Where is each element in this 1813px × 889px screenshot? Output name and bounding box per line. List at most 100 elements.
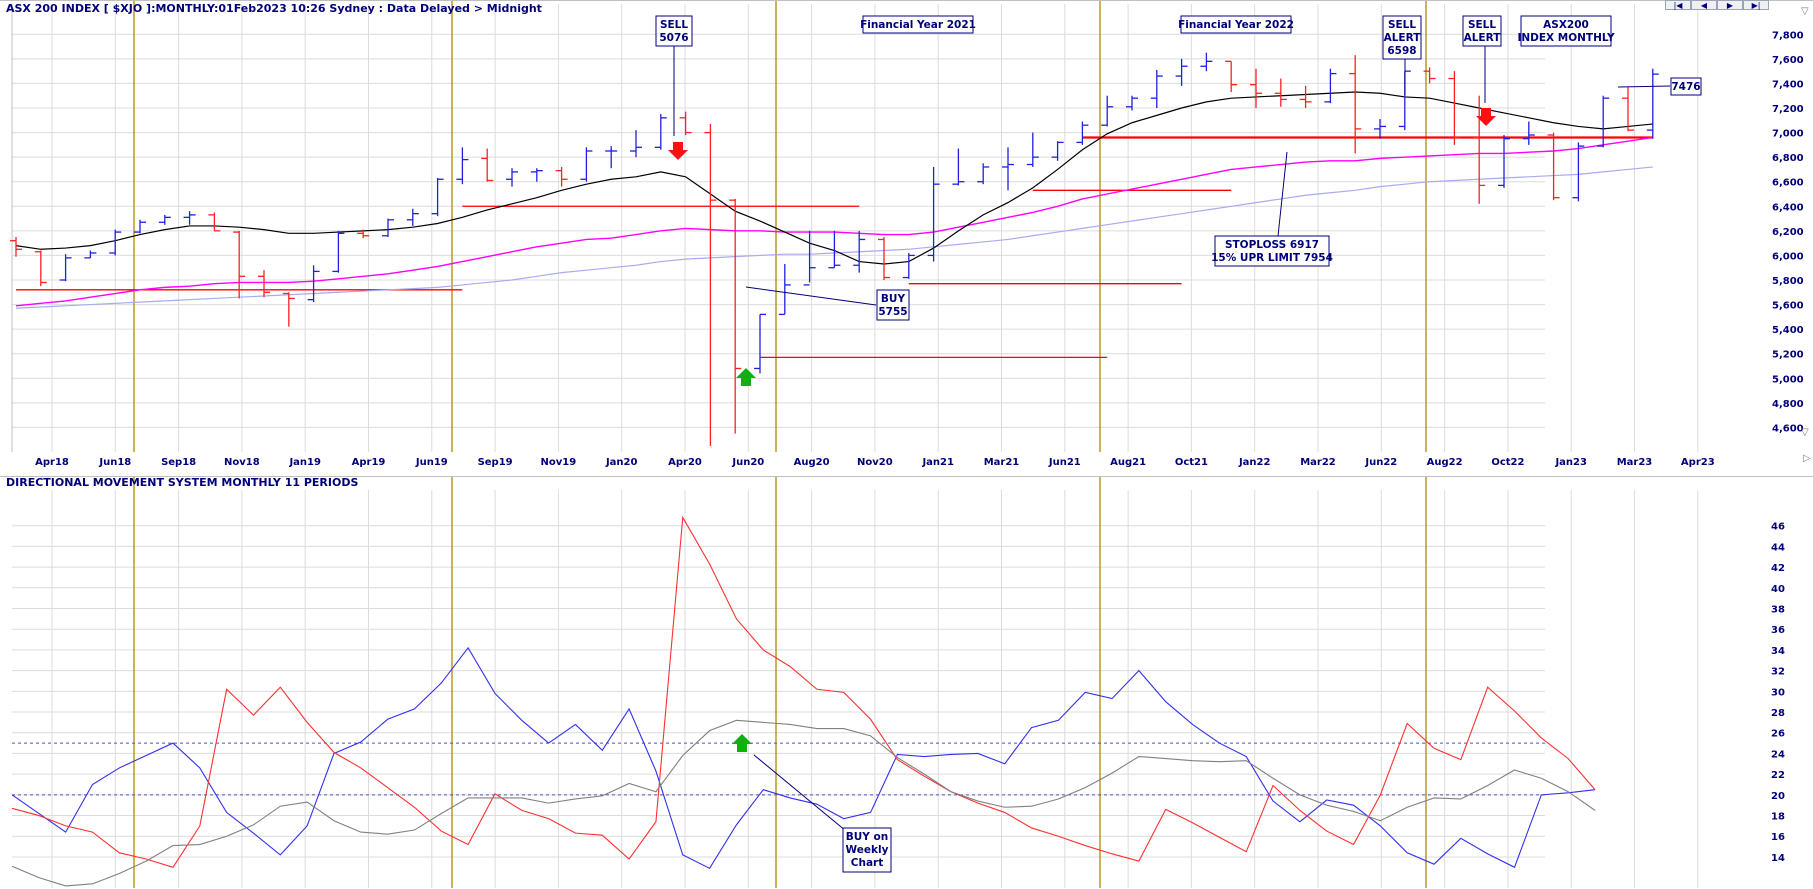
annotation-leader-line (1277, 151, 1288, 237)
dms-y-tick-label: 14 (1771, 853, 1785, 864)
price-x-tick-label: Apr19 (352, 457, 386, 468)
ohlc-bar (431, 178, 444, 217)
price-x-tick-label: Nov19 (541, 457, 577, 468)
price-y-tick-label: 4,600 (1772, 423, 1804, 434)
ohlc-bar (1547, 132, 1560, 201)
signal-arrows (668, 108, 1496, 386)
financial-year-2022-label-box (1180, 15, 1292, 34)
price-x-tick-label: Mar23 (1617, 457, 1653, 468)
ohlc-bar (332, 230, 345, 273)
nav-next-button[interactable]: ▶ (1717, 0, 1743, 10)
nav-prev-button[interactable]: ◀ (1691, 0, 1717, 10)
sell-alert-6598-label: 6598 (1387, 45, 1416, 57)
ohlc-bar (654, 114, 667, 150)
ohlc-bar (183, 211, 196, 225)
dms-period-lines (133, 477, 1427, 888)
price-x-tick-label: Nov20 (857, 457, 893, 468)
price-y-tick-label: 6,400 (1772, 202, 1804, 213)
ma-mid-line (15, 136, 1653, 307)
dms-y-tick-label: 24 (1771, 749, 1785, 760)
scroll-right-arrow[interactable]: ▷ (1803, 453, 1811, 464)
ohlc-bar (1423, 67, 1436, 84)
buy-weekly-chart-label: Weekly (846, 844, 889, 856)
ohlc-bar (1101, 95, 1114, 127)
ohlc-bar (927, 166, 940, 262)
price-x-tick-label: Aug20 (794, 457, 830, 468)
dms-y-axis: 14 16 18 20 22 24 26 28 30 32 34 36 38 40 42 44 46 (1771, 522, 1785, 864)
sell-alert-6598-label: ALERT (1384, 32, 1422, 44)
ohlc-bar (754, 313, 766, 374)
ohlc-bar (258, 270, 270, 298)
price-x-tick-label: Sep18 (161, 457, 196, 468)
ohlc-bar (1622, 87, 1634, 132)
price-y-tick-label: 5,000 (1772, 374, 1804, 385)
chart-navigation: |◀ ◀ ▶ ▶| (1665, 0, 1769, 11)
ohlc-bar (1150, 69, 1163, 108)
price-x-tick-label: Jun21 (1048, 457, 1081, 468)
price-y-tick-label: 6,600 (1772, 178, 1804, 189)
price-x-tick-label: Jun22 (1364, 457, 1397, 468)
ohlc-bar (778, 264, 791, 316)
ohlc-bar (282, 292, 295, 327)
nav-first-button[interactable]: |◀ (1665, 0, 1691, 10)
price-x-tick-label: Mar21 (984, 457, 1020, 468)
buy-5755-label: 5755 (878, 306, 907, 318)
price-x-axis: Apr18 Jun18 Sep18 Nov18 Jan19 Apr19 Jun19 Sep19… (35, 457, 1715, 468)
asx200-index-monthly-label: ASX200 (1543, 19, 1589, 31)
ohlc-bar (828, 230, 841, 269)
price-y-tick-label: 5,400 (1772, 325, 1804, 336)
nav-last-button[interactable]: ▶| (1743, 0, 1769, 10)
ohlc-bar (977, 163, 990, 185)
indicator-title: DIRECTIONAL MOVEMENT SYSTEM MONTHLY 11 P… (6, 476, 358, 489)
support-resistance-lines (16, 136, 1653, 359)
price-x-tick-label: Jan20 (605, 457, 638, 468)
ohlc-bar (902, 252, 915, 279)
ohlc-bar (1026, 132, 1039, 167)
price-x-tick-label: Jan21 (921, 457, 954, 468)
dms-series (11, 515, 1596, 887)
buy-5755-label: BUY (881, 293, 906, 305)
ohlc-bar (853, 230, 866, 273)
buy-5755-label-box (876, 289, 910, 321)
dms-y-tick-label: 42 (1771, 563, 1785, 574)
sell-5076-label: SELL (660, 19, 688, 31)
ohlc-bar (10, 237, 22, 257)
dms-y-tick-label: 22 (1771, 770, 1785, 781)
ohlc-bar (307, 265, 320, 303)
di-plus-line (11, 646, 1596, 870)
scroll-down-arrow[interactable]: ▽ (1801, 427, 1809, 438)
ohlc-bar (1522, 121, 1535, 145)
ohlc-bar (208, 212, 221, 232)
stoploss-label-box (1214, 235, 1330, 267)
price-y-tick-label: 6,800 (1772, 153, 1804, 164)
price-period-lines (133, 1, 1427, 452)
ohlc-bar (158, 214, 171, 225)
annotation-leader-line (1617, 85, 1671, 88)
financial-year-2022-label: Financial Year 2022 (1178, 19, 1294, 31)
price-y-tick-label: 7,400 (1772, 79, 1804, 90)
ohlc-bar (704, 123, 717, 446)
ohlc-bar (679, 111, 692, 136)
ohlc-bar (605, 146, 618, 169)
price-grid (11, 4, 1699, 452)
ohlc-bars (10, 52, 1659, 446)
scroll-up-arrow[interactable]: ▽ (1801, 6, 1809, 17)
sell-alert-down-arrow (1476, 108, 1496, 126)
price-x-tick-label: Oct21 (1175, 457, 1208, 468)
stoploss-label: 15% UPR LIMIT 7954 (1211, 252, 1333, 264)
ohlc-bar (1498, 135, 1510, 188)
annotation-leader-line (753, 754, 847, 832)
dms-y-tick-label: 16 (1771, 832, 1785, 843)
ohlc-bar (1225, 60, 1238, 93)
dms-y-tick-label: 18 (1771, 812, 1785, 823)
ohlc-bar (34, 250, 47, 287)
price-x-tick-label: Jun18 (98, 457, 131, 468)
ohlc-bar (59, 254, 72, 282)
price-x-tick-label: Jun19 (415, 457, 448, 468)
price-y-tick-label: 4,800 (1772, 399, 1804, 410)
dms-y-tick-label: 26 (1771, 729, 1785, 740)
price-x-tick-label: Apr20 (668, 457, 702, 468)
sell-alert-6598-label-box (1382, 15, 1422, 60)
price-panel: 4,600 4,800 5,000 5,200 5,400 5,600 5,800 6,000… (0, 0, 1813, 477)
